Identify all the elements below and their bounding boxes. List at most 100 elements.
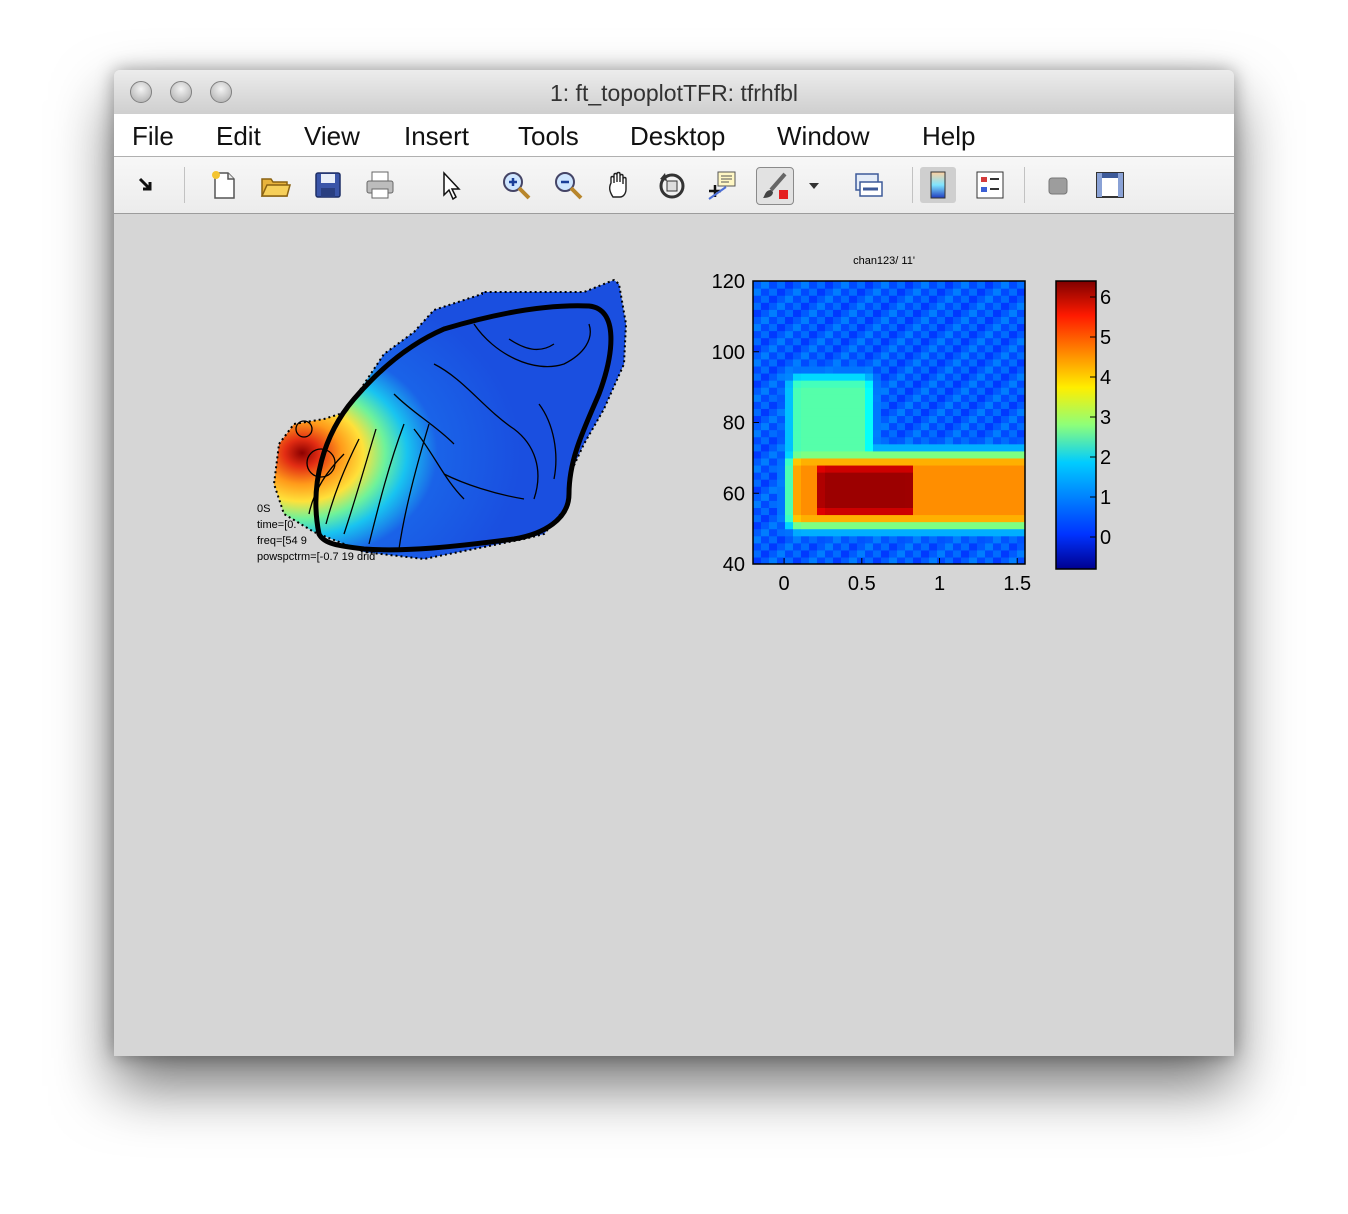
show-plot-tools-icon[interactable] [1092,167,1128,203]
heatmap-cell [769,528,778,537]
heatmap-cell [1009,429,1018,438]
heatmap-cell [833,535,842,544]
heatmap-cell [753,372,762,381]
heatmap-cell [977,514,986,523]
heatmap-cell [913,507,922,516]
heatmap-cell [1009,330,1018,339]
heatmap-cell [945,408,954,417]
heatmap-cell [865,479,874,487]
heatmap-cell [825,429,834,438]
zoom-in-icon[interactable] [498,167,534,203]
pan-hand-icon[interactable] [602,167,638,203]
heatmap-cell [785,302,794,310]
menu-window[interactable]: Window [777,121,870,151]
heatmap-cell [873,337,882,346]
heatmap-cell [1017,323,1025,332]
new-figure-icon[interactable] [206,167,242,203]
heatmap-cell [833,472,842,480]
open-file-icon[interactable] [257,167,293,203]
heatmap-cell [793,295,802,303]
heatmap-cell [785,344,794,353]
heatmap-cell [793,486,802,494]
heatmap-cell [825,401,834,409]
legend-icon[interactable] [972,167,1008,203]
heatmap-cell [849,344,858,353]
print-icon[interactable] [362,167,398,203]
zoom-out-icon[interactable] [550,167,586,203]
heatmap-cell [873,288,882,296]
heatmap-cell [785,429,794,438]
heatmap-cell [873,387,882,395]
heatmap-cell [865,542,874,551]
heatmap-cell [1017,507,1025,516]
heatmap-cell [857,436,866,445]
menu-tools[interactable]: Tools [518,121,579,151]
heatmap-cell [913,401,922,409]
heatmap-cell [905,408,914,417]
hide-plot-tools-icon[interactable] [1040,167,1076,203]
minimize-window-button[interactable] [170,81,192,103]
x-tick-label: 0.5 [848,573,876,595]
heatmap-cell [817,486,826,494]
heatmap-cell [1009,450,1018,459]
menu-help[interactable]: Help [922,121,976,151]
heatmap-cell [777,387,786,395]
link-plot-icon[interactable] [850,167,886,203]
heatmap-cell [977,394,986,402]
rotate-3d-icon[interactable] [654,167,690,203]
heatmap-cell [761,429,770,438]
heatmap-cell [889,429,898,438]
heatmap-cell [921,387,930,395]
heatmap-cell [937,450,946,459]
heatmap-cell [809,457,818,466]
heatmap-cell [857,507,866,516]
colorbar-icon[interactable] [920,167,956,203]
heatmap-cell [985,365,994,374]
heatmap-cell [985,415,994,424]
heatmap-cell [833,493,842,501]
heatmap-cell [873,493,882,501]
heatmap-cell [873,344,882,353]
heatmap-cell [777,443,786,452]
heatmap-cell [761,450,770,459]
heatmap-cell [1017,549,1025,558]
figure-canvas[interactable]: 0S time=[0. freq=[54 9 powspctrm=[-0.7 1… [114,214,1234,1056]
heatmap-cell [833,351,842,360]
heatmap-cell [889,330,898,339]
menu-edit[interactable]: Edit [216,121,261,151]
heatmap-cell [881,316,890,325]
zoom-window-button[interactable] [210,81,232,103]
heatmap-cell [865,323,874,332]
menu-desktop[interactable]: Desktop [630,121,726,151]
brush-icon[interactable] [756,167,794,205]
heatmap-cell [873,500,882,508]
pointer-icon[interactable] [432,167,468,203]
heatmap-cell [873,514,882,523]
close-window-button[interactable] [130,81,152,103]
heatmap-cell [985,472,994,480]
heatmap-cell [769,288,778,296]
menu-view[interactable]: View [304,121,360,151]
heatmap-cell [929,351,938,360]
brush-dropdown-icon[interactable] [806,167,822,203]
heatmap-cell [833,302,842,310]
heatmap-cell [873,528,882,537]
heatmap-cell [873,535,882,544]
heatmap-cell [977,380,986,388]
heatmap-cell [929,472,938,480]
save-icon[interactable] [310,167,346,203]
heatmap-cell [825,450,834,459]
heatmap-cell [945,500,954,508]
title-bar[interactable]: 1: ft_topoplotTFR: tfrhfbl [114,70,1234,115]
menu-insert[interactable]: Insert [404,121,470,151]
dock-arrow-icon[interactable] [128,167,164,203]
heatmap-cell [849,457,858,466]
heatmap-cell [849,500,858,508]
heatmap-cell [953,542,962,551]
heatmap-cell [897,408,906,417]
heatmap-cell [929,295,938,303]
data-cursor-icon[interactable] [704,167,740,203]
heatmap-cell [761,330,770,339]
menu-file[interactable]: File [132,121,174,151]
heatmap-cell [777,394,786,402]
